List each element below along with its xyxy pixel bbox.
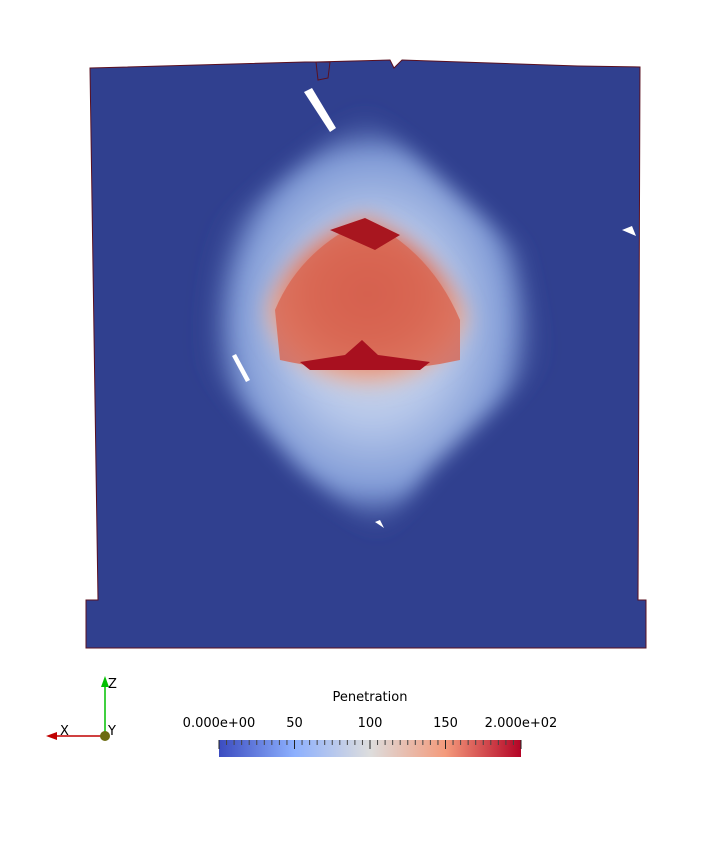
- field-core: [275, 220, 460, 370]
- tick-label: 50: [286, 716, 303, 731]
- hole: [375, 520, 384, 528]
- tick-label: 0.000e+00: [183, 716, 256, 731]
- field-peak: [330, 218, 400, 250]
- tick-label: 2.000e+02: [485, 716, 558, 731]
- color-bar: Penetration 0.000e+00 50 100 150 2.000e+02: [183, 690, 558, 757]
- z-label: Z: [108, 677, 117, 692]
- tick-label: 100: [358, 716, 383, 731]
- x-arrow: [46, 732, 57, 740]
- y-label: Y: [107, 724, 116, 739]
- axes-triad: Z X Y: [46, 676, 117, 741]
- hole: [232, 354, 250, 382]
- color-bar-title: Penetration: [333, 690, 408, 705]
- y-axis: [100, 731, 110, 741]
- field-peak: [300, 340, 430, 370]
- hole: [304, 88, 336, 132]
- tick-label: 150: [433, 716, 458, 731]
- z-arrow: [101, 676, 109, 687]
- hole: [622, 226, 636, 236]
- x-label: X: [60, 724, 69, 739]
- field: [200, 110, 545, 535]
